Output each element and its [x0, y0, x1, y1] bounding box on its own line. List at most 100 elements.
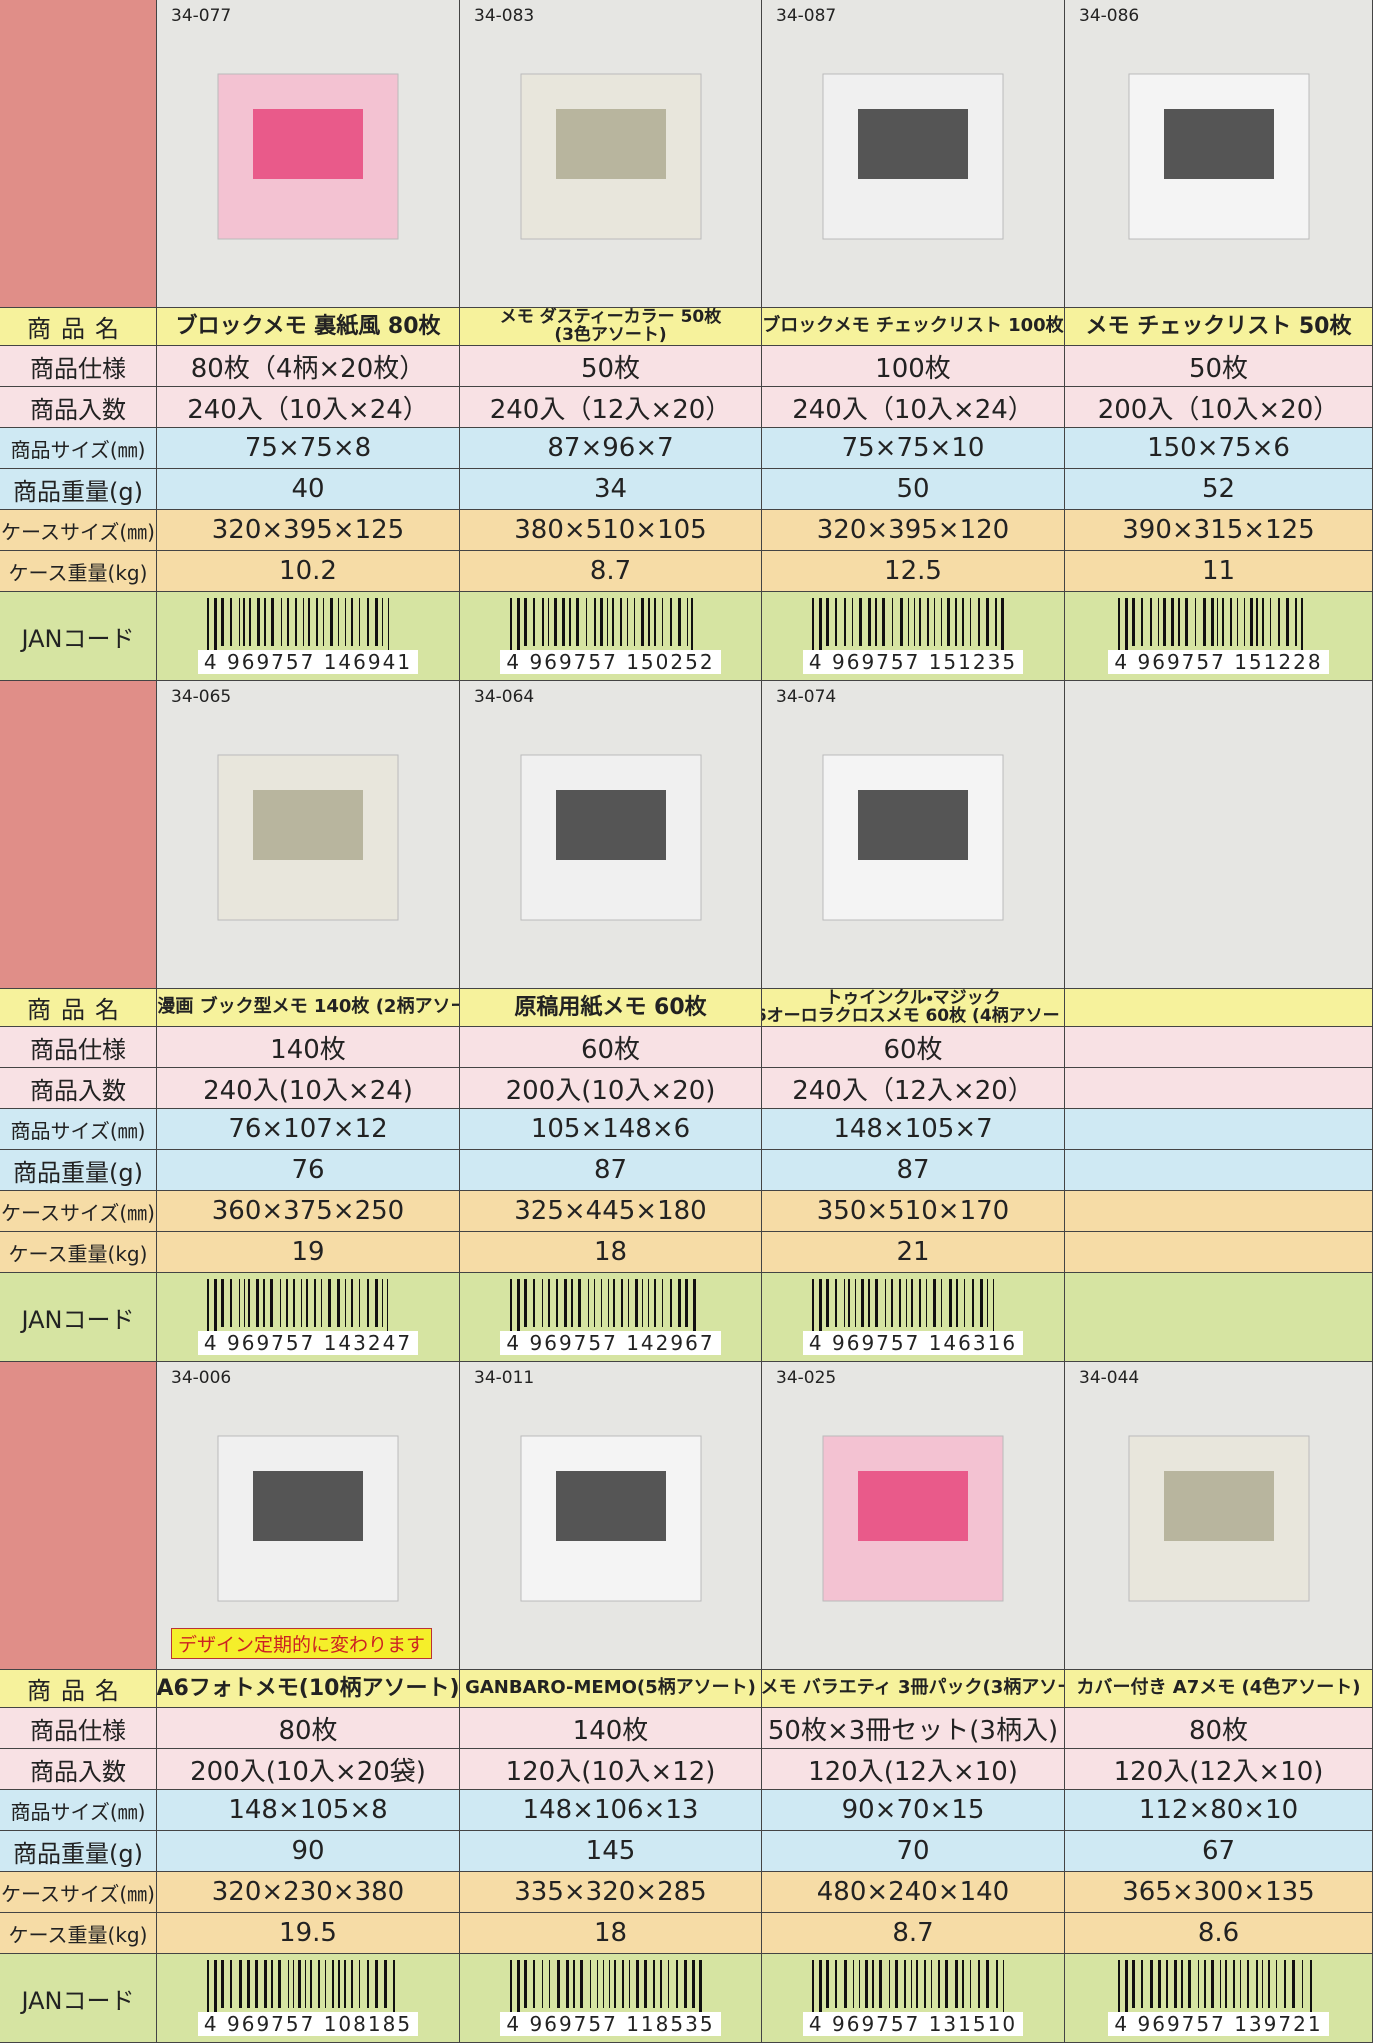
value-case-weight: 19 — [157, 1232, 460, 1273]
bar — [904, 1960, 906, 2008]
bar — [516, 598, 520, 654]
bar — [382, 1279, 383, 1327]
value-qty: 240入（12入×20） — [762, 1068, 1065, 1109]
bar — [221, 1279, 224, 1327]
value-case-size: 390×315×125 — [1065, 510, 1373, 551]
empty-cell — [1065, 1232, 1373, 1273]
bar — [280, 1279, 281, 1327]
jan-code: 4 969757 131510 — [762, 1954, 1065, 2043]
product-name: カバー付き A7メモ (4色アソート) — [1065, 1670, 1373, 1708]
bar — [692, 1279, 696, 1335]
bar — [1219, 1960, 1221, 2008]
product-name: A6フォトメモ(10柄アソート) — [157, 1670, 460, 1708]
bar — [1117, 598, 1120, 654]
value-case-weight: 19.5 — [157, 1913, 460, 1954]
name-line: A6フォトメモ(10柄アソート) — [157, 1675, 460, 1701]
bar — [875, 1279, 878, 1327]
value-size: 150×75×6 — [1065, 428, 1373, 469]
bar — [207, 598, 209, 654]
product-code: 34-006 — [171, 1368, 232, 1388]
bar — [239, 1279, 240, 1327]
product-image — [1128, 73, 1309, 239]
value-case-size: 320×395×125 — [157, 510, 460, 551]
bar — [306, 1279, 308, 1327]
row-label: 商品重量(g) — [0, 1150, 157, 1191]
value-spec: 60枚 — [762, 1027, 1065, 1068]
value-qty: 120入(12入×10) — [762, 1749, 1065, 1790]
bar — [826, 598, 829, 646]
bar — [1140, 598, 1143, 646]
bar — [684, 1279, 688, 1327]
package-label — [253, 789, 363, 860]
bar — [1157, 598, 1159, 646]
bar — [239, 1960, 242, 2008]
bar — [563, 1279, 567, 1327]
value-weight: 90 — [157, 1831, 460, 1872]
bar — [611, 598, 614, 646]
bar — [819, 598, 822, 654]
bar — [1202, 598, 1206, 646]
jan-code: 4 969757 150252 — [460, 592, 762, 681]
bar — [278, 1960, 281, 2008]
value-case-weight: 8.7 — [762, 1913, 1065, 1954]
value-spec: 100枚 — [762, 346, 1065, 387]
bar — [303, 598, 304, 646]
name-line: メモ チェックリスト 50枚 — [1085, 313, 1352, 339]
value-qty: 240入（10入×24） — [762, 387, 1065, 428]
product-image — [520, 754, 701, 920]
bar — [1173, 1960, 1177, 2008]
product-name: 少女漫画 ブック型メモ 140枚 (2柄アソート) — [157, 989, 460, 1027]
bar — [986, 598, 989, 646]
bar — [1255, 598, 1258, 646]
value-size: 76×107×12 — [157, 1109, 460, 1150]
value-spec: 140枚 — [460, 1708, 762, 1749]
value-case-weight: 18 — [460, 1232, 762, 1273]
bar — [248, 1279, 250, 1327]
bar — [230, 1279, 232, 1327]
bar — [628, 1960, 630, 2008]
bar — [318, 1960, 320, 2008]
value-spec: 50枚×3冊セット(3柄入) — [762, 1708, 1065, 1749]
row-label: ケースサイズ(㎜) — [0, 1191, 157, 1232]
package-label — [555, 789, 666, 860]
bar — [1224, 1960, 1227, 2008]
bar — [885, 1279, 886, 1327]
empty-cell — [1065, 1273, 1373, 1362]
bar — [330, 598, 333, 646]
bar — [865, 1960, 868, 2008]
bar — [387, 1279, 388, 1335]
bar — [523, 1960, 527, 2008]
name-line: カバー付き A7メモ (4色アソート) — [1076, 1677, 1361, 1699]
barcode — [207, 1960, 395, 2016]
package-label — [555, 1470, 666, 1541]
product-image — [822, 1435, 1004, 1601]
bar — [1277, 598, 1280, 646]
image-cell: 34-087 — [762, 0, 1065, 308]
jan-number: 4 969757 142967 — [500, 1331, 721, 1355]
value-case-weight: 8.6 — [1065, 1913, 1373, 1954]
bar — [351, 1279, 353, 1327]
bar — [388, 598, 389, 654]
bar — [675, 1960, 678, 2008]
bar — [852, 598, 853, 646]
product-code: 34-083 — [474, 6, 535, 26]
bar — [310, 1960, 312, 2008]
bar — [690, 598, 693, 654]
bar — [1232, 1960, 1235, 2008]
bar — [1194, 598, 1196, 646]
bar — [1210, 1960, 1214, 2008]
bar — [351, 598, 353, 646]
bar — [879, 1960, 882, 2008]
value-spec: 80枚（4柄×20枚） — [157, 346, 460, 387]
bar — [1170, 598, 1174, 646]
bar — [698, 1960, 702, 2016]
value-weight: 70 — [762, 1831, 1065, 1872]
name-line: ブロックメモ 裏紙風 80枚 — [175, 313, 441, 339]
bar — [548, 1960, 550, 2008]
bar — [1131, 1960, 1135, 2008]
jan-code: 4 969757 142967 — [460, 1273, 762, 1362]
bar — [384, 1960, 387, 2008]
value-size: 148×105×8 — [157, 1790, 460, 1831]
bar — [868, 598, 871, 646]
bar — [375, 1279, 378, 1327]
